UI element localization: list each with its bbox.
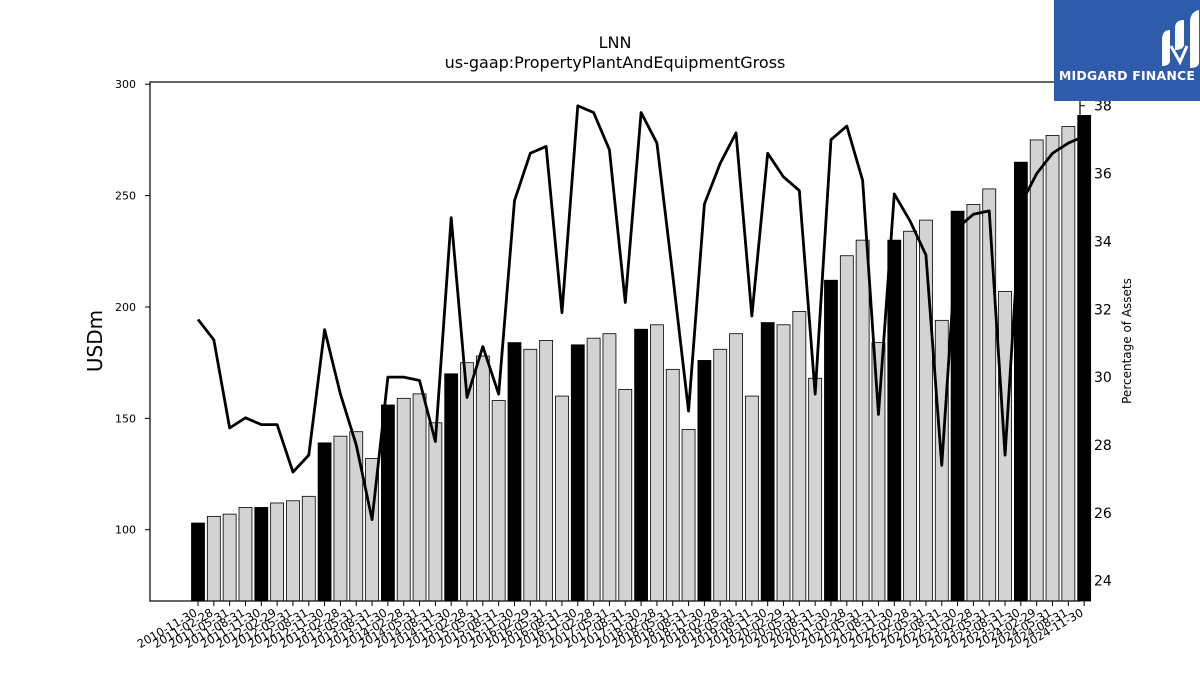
plot-frame (149, 81, 1081, 602)
bar (586, 337, 601, 602)
logo-mark-icon (1162, 10, 1199, 68)
bar (317, 442, 332, 602)
bar (254, 507, 269, 602)
bar (301, 495, 316, 602)
bar (1029, 139, 1044, 602)
y2-tick-label: 30 (1094, 370, 1112, 386)
bar (919, 219, 933, 602)
bar (270, 502, 285, 602)
y2-tick-label: 34 (1094, 234, 1112, 250)
line-layer (196, 104, 1085, 521)
bar (839, 255, 854, 602)
bar (871, 342, 886, 602)
bar (555, 395, 569, 602)
bar (602, 333, 617, 602)
bar (729, 333, 743, 602)
bar (570, 344, 585, 602)
y-tick-label: 100 (115, 524, 136, 537)
bar (539, 339, 554, 602)
bar (349, 431, 364, 602)
series-line (196, 104, 1085, 521)
bar (381, 404, 395, 602)
bar (1061, 126, 1076, 602)
y-tick-label: 150 (115, 412, 136, 425)
chart-title: LNN (599, 33, 632, 52)
bar (1045, 135, 1060, 602)
bar (760, 322, 775, 602)
bar (792, 311, 807, 602)
bar (507, 342, 522, 602)
chart-subtitle: us-gaap:PropertyPlantAndEquipmentGross (445, 53, 786, 72)
y2-tick-label: 36 (1094, 167, 1112, 183)
logo-text: MIDGARD FINANCE (1058, 68, 1196, 83)
bar (713, 348, 728, 602)
bar (618, 388, 633, 602)
bar (887, 239, 902, 602)
bar (428, 422, 443, 602)
bar (396, 397, 411, 602)
bar (206, 515, 221, 602)
bar (412, 393, 427, 602)
bar (665, 368, 680, 602)
bar (634, 328, 648, 602)
bar (966, 204, 981, 602)
bar (191, 522, 205, 602)
bar (855, 239, 870, 602)
y-tick-label: 300 (115, 78, 136, 91)
y2-tick-label: 24 (1094, 574, 1112, 590)
y2-axis-label: Percentage of Assets (1120, 278, 1134, 404)
bar (491, 400, 506, 602)
bar (950, 210, 965, 602)
bar (776, 324, 791, 602)
bar (697, 360, 712, 602)
bar (444, 373, 459, 602)
bar (1013, 161, 1028, 602)
midgard-finance-logo: MIDGARD FINANCE (1054, 0, 1200, 101)
bars-layer (191, 115, 1092, 602)
bar (650, 324, 664, 602)
bar (824, 279, 838, 602)
y2-tick-label: 32 (1094, 302, 1112, 318)
bar (681, 429, 696, 602)
bar (286, 500, 300, 602)
y-tick-label: 200 (115, 301, 136, 314)
y2-tick-label: 28 (1094, 438, 1112, 454)
y2-tick-label: 38 (1094, 99, 1112, 115)
bar (903, 230, 917, 602)
bar (222, 513, 237, 602)
bar (333, 435, 348, 602)
bar (523, 348, 538, 602)
bar (808, 377, 823, 602)
bar (744, 395, 759, 602)
bar (238, 507, 253, 602)
bar (982, 188, 997, 602)
y-axis-label: USDm (83, 310, 107, 372)
y-tick-label: 250 (115, 190, 136, 203)
bar (475, 355, 490, 602)
y2-tick-label: 26 (1094, 506, 1112, 522)
